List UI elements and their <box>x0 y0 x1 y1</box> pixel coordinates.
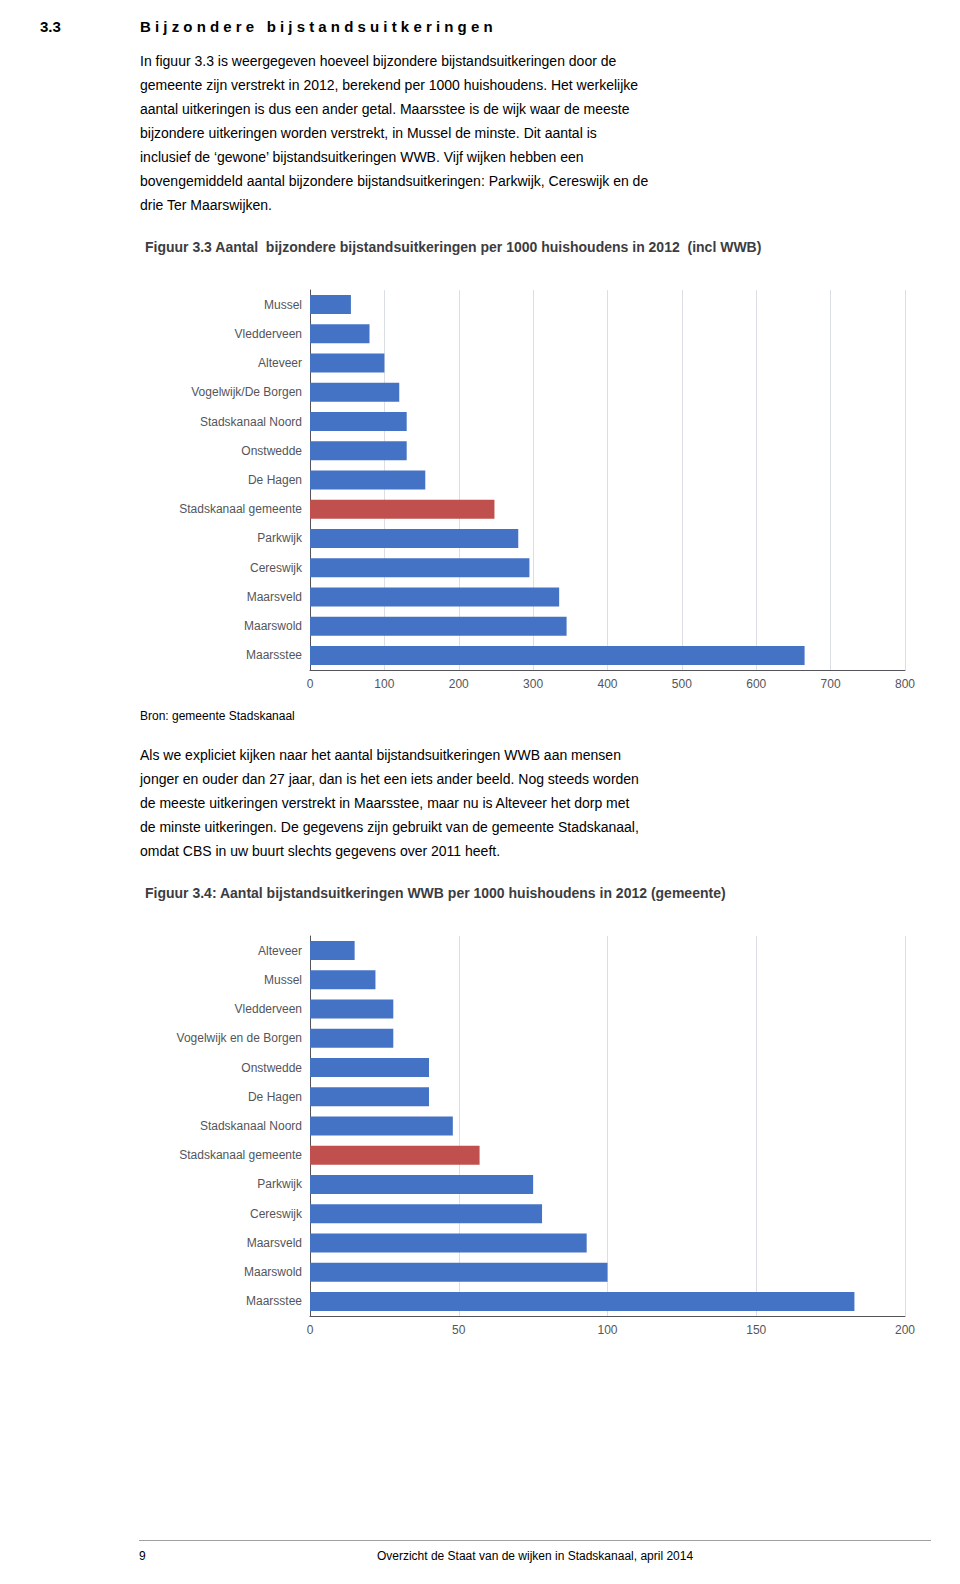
svg-text:Alteveer: Alteveer <box>258 944 302 958</box>
html-text:bovengemiddeld aantal bijzonde: bovengemiddeld aantal bijzondere bijstan… <box>140 173 649 189</box>
html-text:gemeente zijn verstrekt in 201: gemeente zijn verstrekt in 2012, bereken… <box>140 77 639 93</box>
svg-text:100: 100 <box>374 677 394 691</box>
html-text:Bron: gemeente Stadskanaal: Bron: gemeente Stadskanaal <box>140 709 295 723</box>
html-text:drie Ter Maarswijken.: drie Ter Maarswijken. <box>140 197 272 213</box>
html-text:B i j z o n d e r e b i j s t: B i j z o n d e r e b i j s t a n d s u … <box>140 18 493 35</box>
svg-text:Vogelwijk en de Borgen: Vogelwijk en de Borgen <box>177 1031 302 1045</box>
svg-text:500: 500 <box>672 677 692 691</box>
svg-text:Onstwedde: Onstwedde <box>241 1061 302 1075</box>
svg-text:Stadskanaal gemeente: Stadskanaal gemeente <box>179 502 302 516</box>
svg-text:Cereswijk: Cereswijk <box>250 561 303 575</box>
svg-text:200: 200 <box>895 1323 915 1337</box>
svg-text:Vledderveen: Vledderveen <box>235 327 302 341</box>
svg-text:300: 300 <box>523 677 543 691</box>
svg-text:600: 600 <box>746 677 766 691</box>
html-text:inclusief de ‘gewone’ bijstand: inclusief de ‘gewone’ bijstandsuitkering… <box>140 149 584 165</box>
svg-text:Maarswold: Maarswold <box>244 1265 302 1279</box>
svg-text:Onstwedde: Onstwedde <box>241 444 302 458</box>
html-text:de meeste uitkeringen verstrek: de meeste uitkeringen verstrekt in Maars… <box>140 795 630 811</box>
svg-text:Figuur 3.4: Aantal bijstandsui: Figuur 3.4: Aantal bijstandsuitkeringen … <box>145 885 726 901</box>
svg-text:100: 100 <box>597 1323 617 1337</box>
svg-text:Mussel: Mussel <box>264 298 302 312</box>
svg-text:150: 150 <box>746 1323 766 1337</box>
svg-text:Maarsstee: Maarsstee <box>246 648 302 662</box>
svg-text:Vledderveen: Vledderveen <box>235 1002 302 1016</box>
svg-text:Maarsveld: Maarsveld <box>247 1236 302 1250</box>
svg-text:Parkwijk: Parkwijk <box>257 1177 303 1191</box>
svg-text:Stadskanaal Noord: Stadskanaal Noord <box>200 1119 302 1133</box>
svg-text:Maarswold: Maarswold <box>244 619 302 633</box>
svg-text:700: 700 <box>821 677 841 691</box>
html-text:3.3: 3.3 <box>40 18 61 35</box>
svg-text:Maarsveld: Maarsveld <box>247 590 302 604</box>
svg-text:Alteveer: Alteveer <box>258 356 302 370</box>
svg-text:Vogelwijk/De Borgen: Vogelwijk/De Borgen <box>191 385 302 399</box>
html-text:In figuur 3.3 is weergegeven h: In figuur 3.3 is weergegeven hoeveel bij… <box>140 53 617 69</box>
html-text:bijzondere uitkeringen worden: bijzondere uitkeringen worden verstrekt,… <box>140 125 597 141</box>
svg-text:800: 800 <box>895 677 915 691</box>
html-text:Overzicht de Staat van de wijk: Overzicht de Staat van de wijken in Stad… <box>376 1549 694 1563</box>
svg-text:Parkwijk: Parkwijk <box>257 531 303 545</box>
html-text:omdat CBS in uw buurt slechts: omdat CBS in uw buurt slechts gegevens o… <box>140 843 501 859</box>
svg-text:0: 0 <box>307 677 314 691</box>
svg-text:De Hagen: De Hagen <box>248 473 302 487</box>
html-text:aantal uitkeringen is dus een: aantal uitkeringen is dus een ander geta… <box>140 101 630 117</box>
svg-text:Stadskanaal Noord: Stadskanaal Noord <box>200 415 302 429</box>
html-text:de minste uitkeringen. De gege: de minste uitkeringen. De gegevens zijn … <box>140 819 639 835</box>
svg-text:Mussel: Mussel <box>264 973 302 987</box>
svg-text:Stadskanaal gemeente: Stadskanaal gemeente <box>179 1148 302 1162</box>
html-text:Als we expliciet kijken naar h: Als we expliciet kijken naar het aantal … <box>140 747 621 763</box>
svg-text:0: 0 <box>307 1323 314 1337</box>
html-text:9: 9 <box>139 1549 146 1563</box>
svg-text:Maarsstee: Maarsstee <box>246 1294 302 1308</box>
svg-text:50: 50 <box>452 1323 466 1337</box>
html-text:jonger en ouder dan 27 jaar, d: jonger en ouder dan 27 jaar, dan is het … <box>140 771 639 787</box>
svg-text:Cereswijk: Cereswijk <box>250 1207 303 1221</box>
svg-text:Figuur 3.3 Aantal bijzondere: Figuur 3.3 Aantal bijzondere bijstandsui… <box>145 239 761 255</box>
svg-text:De Hagen: De Hagen <box>248 1090 302 1104</box>
svg-text:200: 200 <box>449 677 469 691</box>
svg-text:400: 400 <box>597 677 617 691</box>
